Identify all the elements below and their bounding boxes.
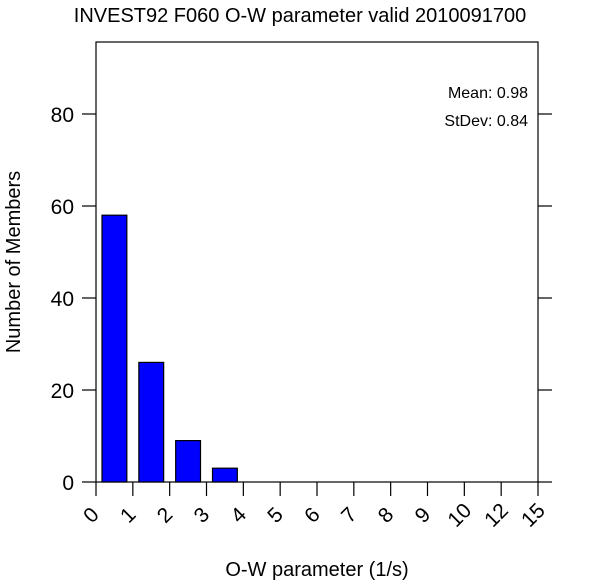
y-tick-label: 0 (62, 472, 74, 495)
chart-title: INVEST92 F060 O-W parameter valid 201009… (74, 5, 526, 27)
stdev-label: StDev: 0.84 (444, 113, 528, 130)
y-tick-label: 80 (51, 104, 74, 127)
x-tick-label: 1 (116, 503, 141, 528)
x-tick-label: 3 (190, 503, 215, 528)
x-axis-title: O-W parameter (1/s) (225, 559, 408, 581)
x-tick-label: 6 (300, 503, 325, 528)
y-tick-label: 60 (51, 196, 74, 219)
x-tick-label: 5 (263, 503, 288, 528)
y-axis-title: Number of Members (3, 171, 25, 353)
bars-group (102, 215, 237, 482)
mean-label: Mean: 0.98 (448, 85, 528, 102)
x-tick-label: 2 (153, 503, 178, 528)
x-tick-label: 7 (337, 503, 362, 528)
histogram-bar (213, 468, 238, 482)
x-tick-label: 15 (517, 499, 550, 532)
x-tick-label: 0 (79, 503, 104, 528)
histogram-bar (102, 215, 127, 482)
histogram-bar (139, 362, 164, 482)
histogram-bar (176, 441, 201, 482)
y-tick-label: 40 (51, 288, 74, 311)
x-tick-label: 9 (411, 503, 436, 528)
x-tick-label: 4 (226, 503, 251, 528)
x-tick-label: 10 (443, 499, 476, 532)
x-tick-label: 12 (480, 499, 513, 532)
y-tick-label: 20 (51, 380, 74, 403)
x-axis: 0 1 2 3 4 5 6 7 8 9 10 12 15 (79, 482, 550, 532)
x-tick-label: 8 (374, 503, 399, 528)
